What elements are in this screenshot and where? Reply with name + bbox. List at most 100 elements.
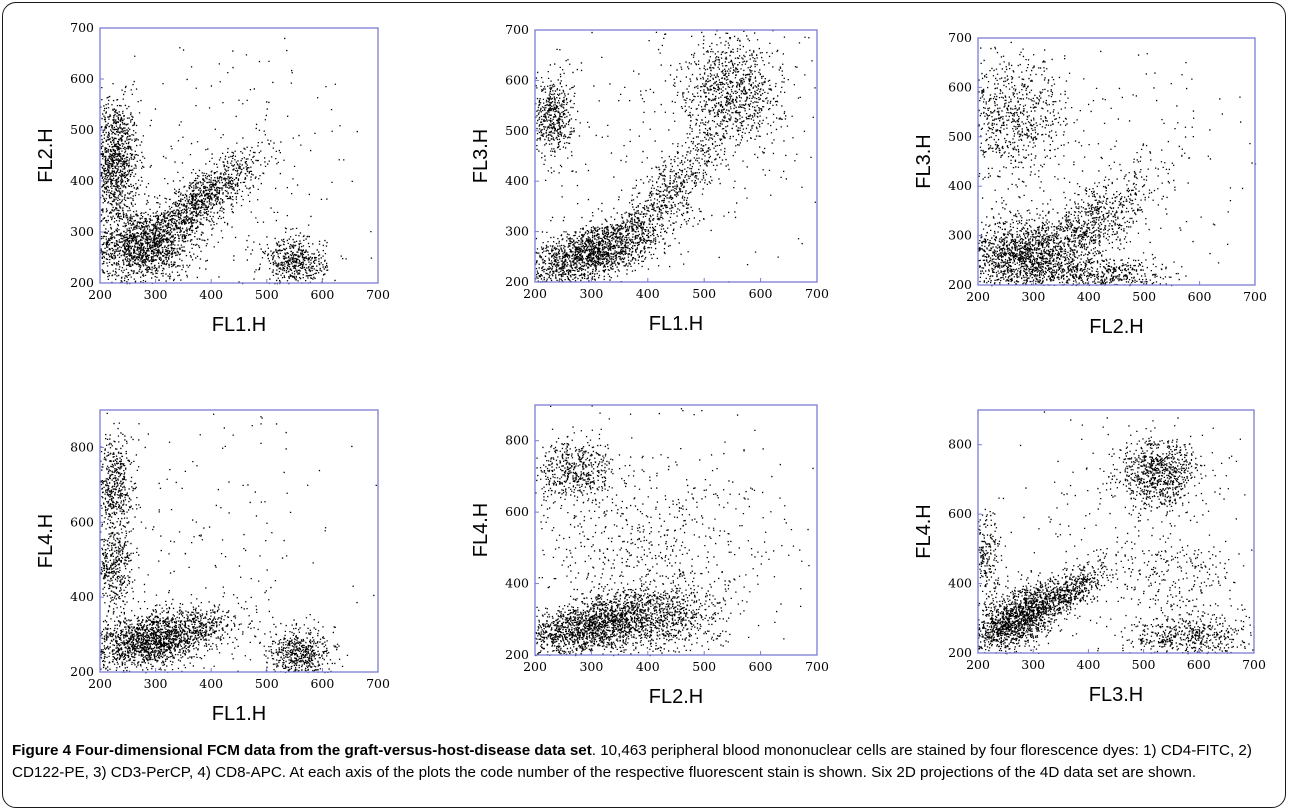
x-tick-label: 700 <box>805 286 829 301</box>
x-tick-label: 500 <box>255 287 279 302</box>
x-tick-label: 300 <box>579 286 603 301</box>
y-tick-label: 300 <box>505 224 529 239</box>
x-tick-label: 700 <box>1243 289 1267 304</box>
x-tick-label: 300 <box>144 676 168 691</box>
y-tick-label: 200 <box>70 664 94 679</box>
x-tick-label: 700 <box>366 287 390 302</box>
x-tick-label: 200 <box>88 287 112 302</box>
x-axis-label: FL1.H <box>649 313 703 335</box>
x-tick-label: 700 <box>1242 657 1266 672</box>
x-tick-label: 300 <box>1021 289 1045 304</box>
y-tick-label: 600 <box>70 514 94 529</box>
x-tick-label: 500 <box>255 676 279 691</box>
plot-frame <box>534 29 818 283</box>
y-tick-label: 500 <box>505 123 529 138</box>
y-tick-label: 700 <box>505 22 529 37</box>
x-tick-label: 400 <box>1076 657 1100 672</box>
scatter-plot-3: 200 300 400 500 600 700 200 300 400 500 600 700 FL2.… <box>913 30 1267 338</box>
x-tick-label: 300 <box>1021 657 1045 672</box>
x-tick-label: 500 <box>692 286 716 301</box>
x-tick-label: 600 <box>749 286 773 301</box>
plot-frame <box>534 404 818 656</box>
x-tick-label: 400 <box>636 286 660 301</box>
x-tick-label: 600 <box>1187 657 1211 672</box>
point-cloud <box>100 37 373 285</box>
point-cloud <box>978 411 1255 655</box>
x-tick-label: 600 <box>1188 289 1212 304</box>
y-tick-label: 800 <box>948 437 972 452</box>
x-axis-label: FL1.H <box>212 314 266 336</box>
y-tick-label: 400 <box>948 576 972 591</box>
y-tick-label: 600 <box>948 506 972 521</box>
y-tick-label: 600 <box>948 79 972 94</box>
y-tick-label: 800 <box>505 433 529 448</box>
x-tick-label: 200 <box>966 657 990 672</box>
x-tick-label: 400 <box>199 287 223 302</box>
x-tick-label: 400 <box>636 659 660 674</box>
y-tick-label: 700 <box>70 20 94 35</box>
x-tick-label: 500 <box>1132 289 1156 304</box>
x-axis-label: FL3.H <box>1089 684 1143 706</box>
plot-frame <box>99 409 379 673</box>
y-tick-label: 200 <box>70 275 94 290</box>
x-tick-label: 600 <box>310 676 334 691</box>
y-tick-label: 500 <box>70 122 94 137</box>
y-tick-label: 400 <box>70 589 94 604</box>
scatter-plot-4: 200 300 400 500 600 700 200 400 600 800 FL1.H FL4.H <box>35 409 390 725</box>
y-tick-label: 400 <box>70 173 94 188</box>
x-tick-label: 200 <box>523 659 547 674</box>
y-tick-label: 200 <box>505 647 529 662</box>
y-tick-label: 600 <box>70 71 94 86</box>
point-cloud <box>535 405 814 657</box>
caption-text: 10,463 peripheral blood mononuclear cell… <box>12 742 1252 781</box>
y-tick-label: 300 <box>948 228 972 243</box>
x-tick-label: 500 <box>692 659 716 674</box>
point-cloud <box>978 41 1257 287</box>
scatter-plot-6: 200 300 400 500 600 700 200 400 600 800 FL3.H FL4.H <box>913 409 1266 706</box>
x-tick-label: 600 <box>749 659 773 674</box>
x-axis-label: FL2.H <box>1089 316 1143 338</box>
x-tick-label: 600 <box>310 287 334 302</box>
y-axis-label: FL3.H <box>913 134 935 188</box>
x-tick-label: 700 <box>366 676 390 691</box>
y-tick-label: 400 <box>505 576 529 591</box>
x-tick-label: 400 <box>199 676 223 691</box>
x-tick-label: 200 <box>966 289 990 304</box>
y-tick-label: 400 <box>948 178 972 193</box>
x-axis-label: FL2.H <box>649 686 703 708</box>
plot-frame <box>977 37 1256 286</box>
y-tick-label: 700 <box>948 30 972 45</box>
point-cloud <box>535 30 816 283</box>
y-axis-label: FL3.H <box>470 129 492 183</box>
figure-caption: Figure 4 Four-dimensional FCM data from … <box>12 740 1278 783</box>
y-tick-label: 400 <box>505 173 529 188</box>
x-tick-label: 400 <box>1077 289 1101 304</box>
caption-label: Figure 4 <box>12 742 72 759</box>
y-axis-label: FL4.H <box>913 504 935 558</box>
x-tick-label: 500 <box>1132 657 1156 672</box>
point-cloud <box>100 412 377 674</box>
scatter-plot-2: 200 300 400 500 600 700 200 300 400 500 600 700 FL1.… <box>470 22 829 335</box>
y-axis-label: FL4.H <box>35 514 57 568</box>
x-tick-label: 200 <box>88 676 112 691</box>
y-tick-label: 200 <box>505 274 529 289</box>
y-tick-label: 300 <box>70 224 94 239</box>
y-tick-label: 800 <box>70 439 94 454</box>
y-tick-label: 200 <box>948 645 972 660</box>
x-tick-label: 200 <box>523 286 547 301</box>
y-axis-label: FL4.H <box>470 503 492 557</box>
scatter-plot-1: 200 300 400 500 600 700 200 300 400 500 600 700 FL1.… <box>35 20 390 336</box>
caption-period: . <box>591 742 597 759</box>
caption-title: Four-dimensional FCM data from the graft… <box>75 742 592 759</box>
y-tick-label: 600 <box>505 72 529 87</box>
x-axis-label: FL1.H <box>212 703 266 725</box>
y-tick-label: 200 <box>948 277 972 292</box>
y-tick-label: 500 <box>948 129 972 144</box>
x-tick-label: 300 <box>579 659 603 674</box>
x-tick-label: 700 <box>805 659 829 674</box>
y-axis-label: FL2.H <box>35 128 57 182</box>
plot-frame <box>99 27 379 284</box>
scatter-plot-5: 200 300 400 500 600 700 200 400 600 800 FL2.H FL4.H <box>470 404 829 708</box>
plot-frame <box>977 409 1255 654</box>
